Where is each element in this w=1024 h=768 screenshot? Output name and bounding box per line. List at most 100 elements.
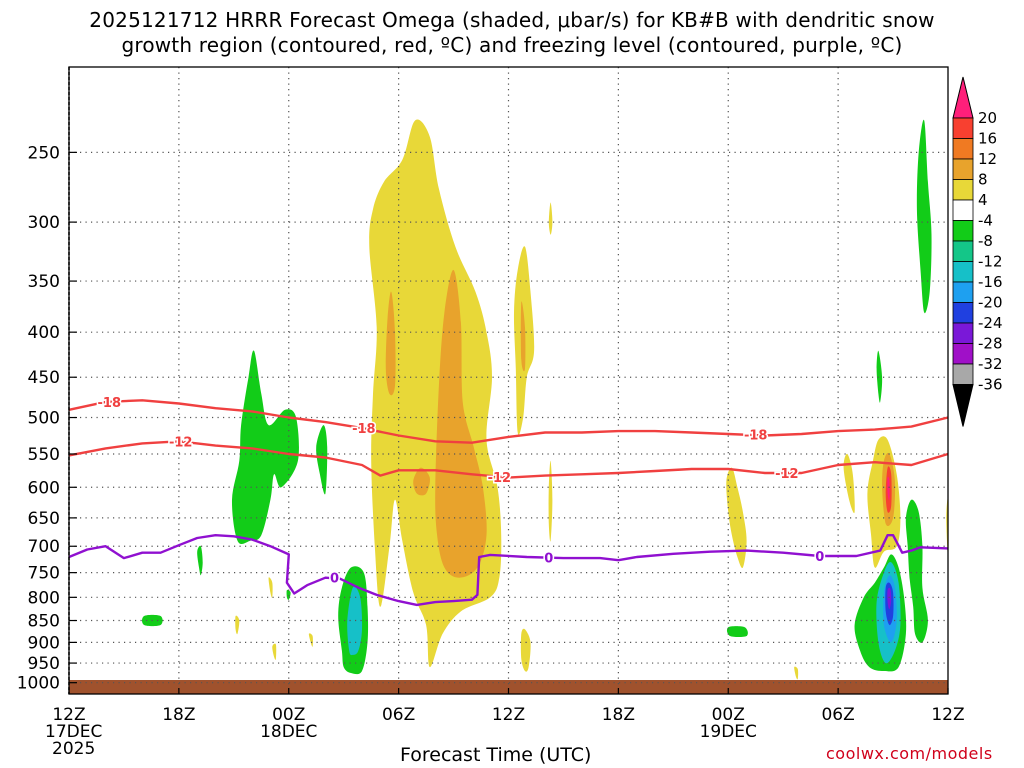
colorbar-tick-2: 12: [978, 150, 997, 168]
x-date-0: 17DEC: [45, 722, 102, 742]
omega-region-18: [268, 577, 273, 598]
omega-region-24: [197, 545, 203, 576]
omega-region-2: [385, 291, 396, 396]
omega-region-23: [316, 425, 328, 495]
contour--18: [68, 399, 949, 444]
omega-region-20: [308, 633, 313, 647]
colorbar-bin-10: [952, 302, 974, 324]
omega-region-34: [887, 587, 892, 610]
credit-text: coolwx.com/models: [826, 744, 993, 763]
y-tick-250: 250: [28, 143, 60, 163]
omega-region-7: [548, 460, 553, 542]
y-tick-650: 650: [28, 509, 60, 529]
omega-region-28: [347, 586, 363, 656]
y-tick-550: 550: [28, 445, 60, 465]
omega-region-26: [286, 589, 291, 600]
colorbar-bin-4: [952, 179, 974, 201]
y-tick-450: 450: [28, 368, 60, 388]
colorbar-tick-10: -24: [978, 314, 1003, 332]
contours: -18 -18 -18 -12 -12 -12 0 0 0: [68, 394, 949, 607]
omega-region-3: [413, 467, 430, 496]
y-tick-600: 600: [28, 478, 60, 498]
y-tick-1000: 1000: [17, 674, 60, 694]
colorbar-bin-11: [952, 322, 974, 344]
title-line-1: 2025121712 HRRR Forecast Omega (shaded, …: [89, 8, 935, 32]
omega-region-1: [435, 269, 487, 578]
x-year: 2025: [52, 739, 95, 759]
omega-region-36: [876, 350, 883, 403]
colorbar-tick-8: -16: [978, 273, 1003, 291]
colorbar-tick-11: -28: [978, 335, 1003, 353]
colorbar: 20 16 12 8 4 -4 -8 -12 -16 -20 -24 -28 -32 -36: [952, 76, 1003, 427]
x-tick-30: 18Z: [602, 705, 635, 725]
colorbar-top-arrow: [952, 76, 974, 119]
x-tick-6: 18Z: [162, 705, 195, 725]
y-tick-750: 750: [28, 564, 60, 584]
omega-region-9: [726, 467, 747, 569]
contour--12: [68, 440, 949, 479]
omega-region-17: [235, 615, 240, 635]
y-tick-850: 850: [28, 612, 60, 632]
omega-region-35: [905, 499, 928, 643]
y-tick-400: 400: [28, 323, 60, 343]
x-tick-12: 00Z: [272, 705, 305, 725]
y-tick-350: 350: [28, 272, 60, 292]
chart-title: 2025121712 HRRR Forecast Omega (shaded, …: [0, 8, 1024, 58]
colorbar-bin-2: [952, 138, 974, 160]
x-date-36: 19DEC: [700, 722, 757, 742]
omega-region-0: [369, 119, 502, 668]
colorbar-tick-1: 16: [978, 130, 997, 148]
y-tick-500: 500: [28, 409, 60, 429]
y-tick-700: 700: [28, 537, 60, 557]
contour-label-0-1: 0: [544, 552, 553, 567]
colorbar-tick-12: -32: [978, 355, 1003, 373]
omega-region-29: [726, 626, 748, 638]
colorbar-tick-5: -4: [978, 212, 993, 230]
omega-region-37: [916, 119, 932, 314]
colorbar-bin-9: [952, 281, 974, 303]
colorbar-bin-5: [952, 199, 974, 221]
colorbar-bin-7: [952, 240, 974, 262]
contour-label--18-0: -18: [98, 396, 122, 411]
omega-region-19: [272, 643, 277, 660]
contour-0: [68, 534, 949, 607]
y-tick-800: 800: [28, 588, 60, 608]
contour-label--18-2: -18: [744, 429, 768, 444]
colorbar-bottom-arrow: [952, 384, 974, 427]
contour-label--18-1: -18: [352, 422, 376, 437]
x-tick-48: 12Z: [931, 705, 964, 725]
omega-shading: [142, 119, 949, 680]
y-tick-300: 300: [28, 213, 60, 233]
colorbar-bin-6: [952, 220, 974, 242]
colorbar-bin-8: [952, 261, 974, 283]
colorbar-bin-1: [952, 117, 974, 139]
contour-label-0-0: 0: [330, 572, 339, 587]
title-line-2: growth region (contoured, red, ºC) and f…: [121, 33, 903, 57]
colorbar-tick-6: -8: [978, 232, 993, 250]
x-tick-42: 06Z: [821, 705, 854, 725]
colorbar-tick-13: -36: [978, 376, 1003, 394]
omega-region-8: [520, 628, 531, 672]
omega-region-22: [231, 350, 299, 545]
y-axis: 2503003504004505005506006507007508008509…: [17, 143, 77, 694]
x-date-12: 18DEC: [260, 722, 317, 742]
grid: [69, 67, 948, 694]
omega-region-5: [520, 301, 526, 372]
x-tick-24: 12Z: [492, 705, 525, 725]
colorbar-tick-0: 20: [978, 109, 997, 127]
omega-region-14: [887, 476, 890, 501]
contour-label--12-2: -12: [775, 467, 799, 482]
y-tick-950: 950: [28, 654, 60, 674]
x-tick-18: 06Z: [382, 705, 415, 725]
contour-label--12-1: -12: [488, 471, 512, 486]
x-tick-36: 00Z: [712, 705, 745, 725]
y-tick-900: 900: [28, 633, 60, 653]
colorbar-bin-13: [952, 363, 974, 385]
x-tick-0: 12Z: [52, 705, 85, 725]
colorbar-tick-4: 4: [978, 191, 988, 209]
colorbar-tick-9: -20: [978, 294, 1003, 312]
omega-region-21: [794, 666, 799, 680]
omega-region-6: [548, 202, 553, 235]
